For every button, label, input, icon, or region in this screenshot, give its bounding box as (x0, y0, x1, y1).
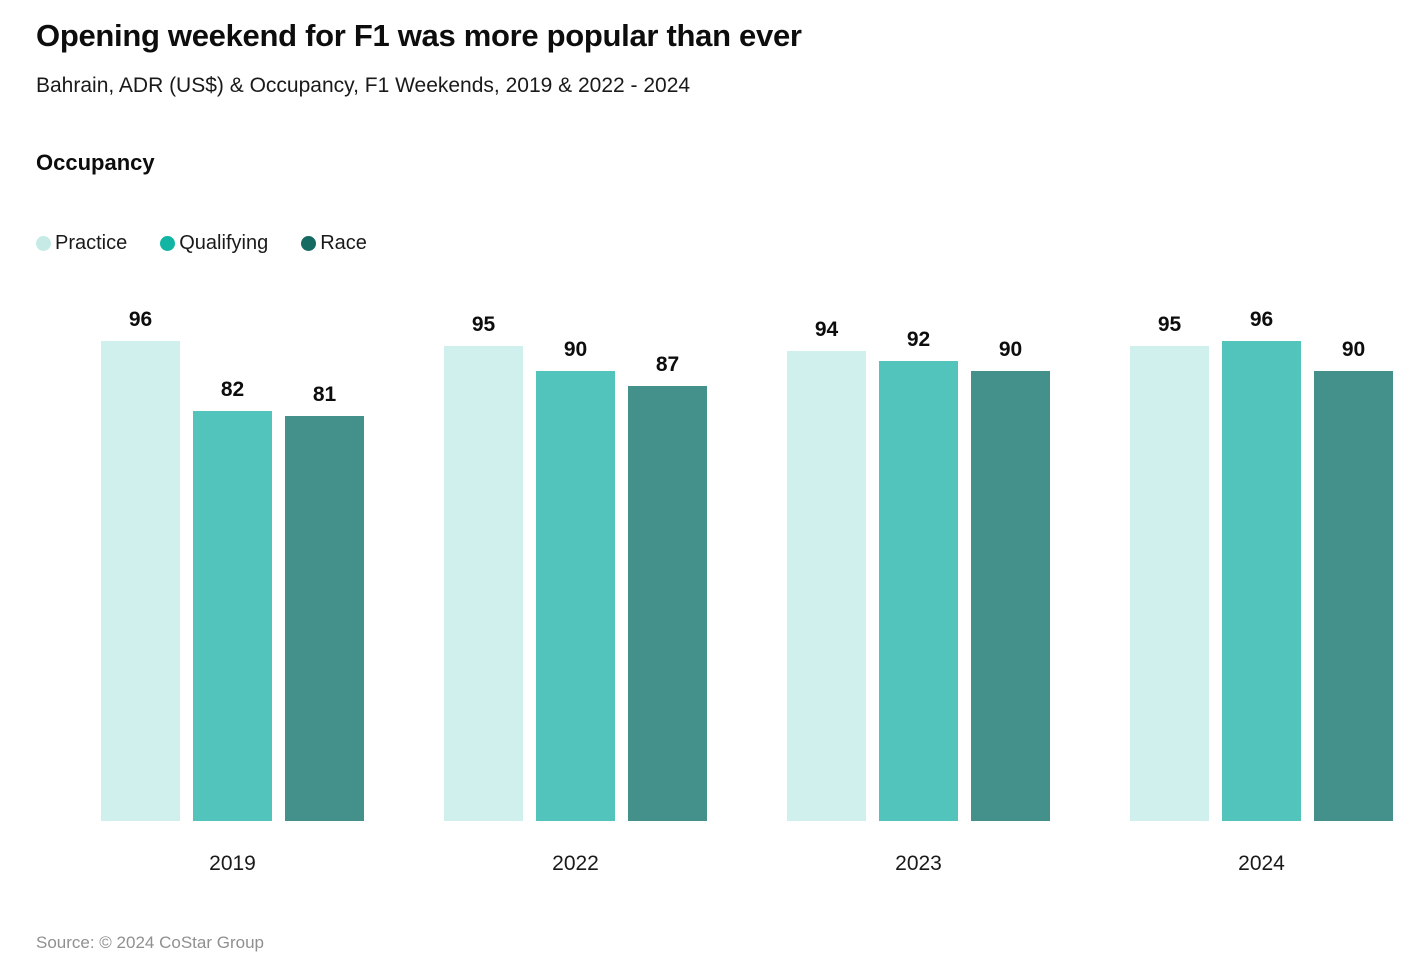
bar-race (1314, 370, 1393, 821)
bar-column: 96 (1222, 281, 1301, 821)
bar-column: 81 (285, 281, 364, 821)
bar-column: 90 (536, 281, 615, 821)
bar-value-label: 95 (1157, 312, 1182, 336)
bar-column: 96 (101, 281, 180, 821)
chart-section-label: Occupancy (36, 149, 155, 175)
page-title: Opening weekend for F1 was more popular … (36, 18, 802, 53)
x-axis-label: 2023 (895, 851, 942, 875)
bar-practice (1130, 345, 1209, 821)
bar-value-label: 94 (814, 317, 839, 341)
bar-value-label: 92 (906, 327, 931, 351)
bar-value-label: 82 (220, 377, 245, 401)
bar-row: 95 90 87 (444, 281, 707, 821)
legend-swatch-icon (160, 235, 176, 251)
bar-group: 94 92 90 2023 (787, 281, 1050, 876)
bar-column: 90 (1314, 281, 1393, 821)
bar-column: 94 (787, 281, 866, 821)
bar-qualifying (1222, 340, 1301, 821)
bar-race (628, 385, 707, 821)
x-axis-label: 2019 (209, 851, 256, 875)
bar-group: 95 90 87 2022 (444, 281, 707, 876)
bar-qualifying (879, 360, 958, 821)
bar-practice (444, 345, 523, 821)
legend-label: Race (320, 231, 367, 254)
bar-column: 87 (628, 281, 707, 821)
legend-item: Practice (36, 232, 127, 255)
legend-label: Qualifying (179, 231, 269, 254)
bar-chart: 96 82 81 2019 95 90 87 2022 94 92 90 2023 95 96 90 2024 (101, 281, 1393, 876)
bar-column: 95 (1130, 281, 1209, 821)
bar-row: 96 82 81 (101, 281, 364, 821)
bar-value-label: 90 (998, 337, 1023, 361)
bar-column: 90 (971, 281, 1050, 821)
bar-row: 95 96 90 (1130, 281, 1393, 821)
bar-column: 95 (444, 281, 523, 821)
bar-row: 94 92 90 (787, 281, 1050, 821)
bar-value-label: 90 (563, 337, 588, 361)
legend-swatch-icon (36, 235, 51, 251)
legend: Practice Qualifying Race (36, 232, 1393, 255)
bar-group: 96 82 81 2019 (101, 281, 364, 876)
bar-practice (101, 340, 180, 821)
legend-swatch-icon (301, 235, 317, 251)
bar-race (285, 415, 364, 821)
x-axis-label: 2024 (1238, 851, 1285, 875)
bar-value-label: 95 (471, 312, 496, 336)
source-attribution: Source: © 2024 CoStar Group (36, 932, 264, 952)
bar-value-label: 90 (1341, 337, 1366, 361)
bar-practice (787, 350, 866, 821)
x-axis-label: 2022 (552, 851, 599, 875)
bar-value-label: 96 (1249, 307, 1274, 331)
legend-item: Race (301, 232, 367, 255)
bar-value-label: 96 (128, 307, 153, 331)
bar-race (971, 370, 1050, 821)
bar-qualifying (536, 370, 615, 821)
bar-value-label: 81 (312, 382, 337, 406)
bar-column: 92 (879, 281, 958, 821)
legend-label: Practice (55, 231, 128, 254)
bar-column: 82 (193, 281, 272, 821)
bar-qualifying (193, 410, 272, 821)
legend-item: Qualifying (160, 232, 268, 255)
bar-value-label: 87 (655, 352, 680, 376)
bar-group: 95 96 90 2024 (1130, 281, 1393, 876)
page-subtitle: Bahrain, ADR (US$) & Occupancy, F1 Weeke… (36, 74, 691, 98)
